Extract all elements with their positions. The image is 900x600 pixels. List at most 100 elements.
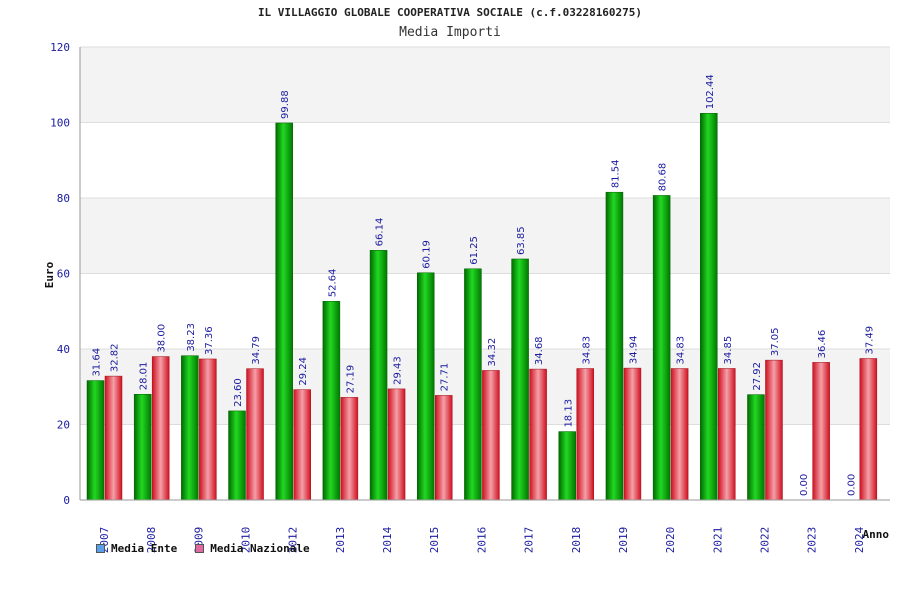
data-label-ente: 38.23 xyxy=(186,323,197,352)
data-label-ente: 63.85 xyxy=(516,226,527,255)
y-tick-label: 120 xyxy=(50,41,70,54)
x-tick-label: 2024 xyxy=(853,526,866,553)
data-label-ente: 99.88 xyxy=(280,90,291,119)
bar-ente xyxy=(86,380,105,501)
bar-nazionale xyxy=(670,368,689,501)
y-tick-label: 20 xyxy=(57,419,70,432)
x-tick-label: 2021 xyxy=(711,527,724,554)
bar-nazionale xyxy=(151,356,170,501)
bar-ente xyxy=(605,191,624,501)
grid-band xyxy=(80,47,890,123)
bar-ente xyxy=(700,113,718,501)
legend-swatch-nazionale xyxy=(195,544,205,553)
bar-ente xyxy=(133,394,152,501)
data-label-ente: 18.13 xyxy=(563,399,574,428)
data-label-ente: 60.19 xyxy=(422,240,433,269)
legend-item-ente: Media Ente xyxy=(96,542,177,555)
bar-nazionale xyxy=(104,375,123,501)
bar-nazionale xyxy=(340,397,359,501)
data-label-nazionale: 27.71 xyxy=(440,363,451,392)
bar-nazionale xyxy=(434,395,453,501)
data-label-nazionale: 27.19 xyxy=(345,365,356,394)
chart-title: IL VILLAGGIO GLOBALE COOPERATIVA SOCIALE… xyxy=(257,6,643,19)
data-label-nazionale: 29.24 xyxy=(298,357,309,386)
bar-ente xyxy=(416,272,435,501)
x-tick-label: 2022 xyxy=(758,527,771,554)
x-tick-label: 2018 xyxy=(570,527,583,554)
bar-nazionale xyxy=(529,368,547,501)
bar-ente xyxy=(369,250,388,501)
data-label-nazionale: 34.32 xyxy=(487,338,498,367)
data-label-ente: 61.25 xyxy=(469,236,480,265)
y-tick-label: 0 xyxy=(63,494,70,507)
x-tick-label: 2017 xyxy=(523,527,536,554)
data-label-nazionale: 38.00 xyxy=(157,324,168,353)
x-tick-label: 2019 xyxy=(617,527,630,554)
data-label-nazionale: 37.05 xyxy=(770,327,781,356)
x-tick-label: 2023 xyxy=(806,527,819,554)
data-label-nazionale: 34.68 xyxy=(534,336,545,365)
data-label-nazionale: 36.46 xyxy=(817,330,828,359)
y-axis-label: Euro xyxy=(43,261,56,288)
data-label-nazionale: 34.83 xyxy=(676,336,687,365)
legend-label-ente: Media Ente xyxy=(111,542,178,555)
data-label-nazionale: 34.83 xyxy=(581,336,592,365)
bar-nazionale xyxy=(246,368,264,501)
data-label-ente: 0.00 xyxy=(799,474,810,496)
x-tick-label: 2014 xyxy=(381,526,394,553)
data-labels: 31.64 32.82 28.01 38.00 38.23 37.36 23.60 34.79… xyxy=(92,74,876,496)
x-tick-label: 2008 xyxy=(145,527,158,554)
x-tick-label: 2015 xyxy=(428,527,441,554)
data-label-ente: 27.92 xyxy=(752,362,763,391)
y-tick-label: 80 xyxy=(57,192,70,205)
data-label-nazionale: 29.43 xyxy=(393,356,404,385)
data-label-ente: 80.68 xyxy=(658,163,669,192)
bar-nazionale xyxy=(765,359,783,501)
bar-ente xyxy=(747,394,765,501)
bar-ente xyxy=(652,195,671,501)
y-tick-label: 60 xyxy=(57,268,70,281)
bar-nazionale xyxy=(293,389,311,501)
bars xyxy=(86,113,878,501)
x-tick-label: 2016 xyxy=(475,527,488,554)
data-label-ente: 66.14 xyxy=(375,218,386,247)
bar-nazionale xyxy=(718,368,736,501)
bar-ente xyxy=(181,355,199,501)
bar-nazionale xyxy=(576,368,595,501)
bar-nazionale xyxy=(387,388,406,501)
legend-item-nazionale: Media Nazionale xyxy=(195,542,310,555)
data-label-ente: 31.64 xyxy=(92,348,103,377)
x-tick-label: 2010 xyxy=(240,527,253,554)
bar-ente xyxy=(322,301,341,501)
data-label-ente: 52.64 xyxy=(327,269,338,298)
grid-band xyxy=(80,198,890,274)
bar-nazionale xyxy=(859,358,878,501)
legend: Media Ente Media Nazionale xyxy=(96,542,310,555)
chart-subtitle: Media Importi xyxy=(399,25,501,40)
data-label-nazionale: 37.49 xyxy=(864,326,875,355)
data-label-ente: 0.00 xyxy=(846,474,857,496)
x-tick-label: 2012 xyxy=(287,527,300,554)
data-label-nazionale: 34.85 xyxy=(723,336,734,365)
bar-nazionale xyxy=(482,370,500,501)
legend-label-nazionale: Media Nazionale xyxy=(210,542,310,555)
data-label-nazionale: 32.82 xyxy=(110,343,121,372)
bar-nazionale xyxy=(812,362,830,501)
grid-band xyxy=(80,273,890,349)
grid-band xyxy=(80,122,890,198)
bar-ente xyxy=(275,122,293,501)
data-label-ente: 28.01 xyxy=(139,362,150,391)
bar-ente xyxy=(464,268,482,501)
data-label-ente: 23.60 xyxy=(233,378,244,407)
x-tick-label: 2020 xyxy=(664,527,677,554)
legend-swatch-ente xyxy=(96,544,105,553)
bar-ente xyxy=(558,431,577,501)
data-label-ente: 81.54 xyxy=(610,160,621,189)
x-tick-label: 2013 xyxy=(334,527,347,554)
bar-nazionale xyxy=(623,367,642,501)
data-label-ente: 102.44 xyxy=(705,74,716,109)
bar-ente xyxy=(511,258,529,501)
bar-ente xyxy=(228,410,246,501)
